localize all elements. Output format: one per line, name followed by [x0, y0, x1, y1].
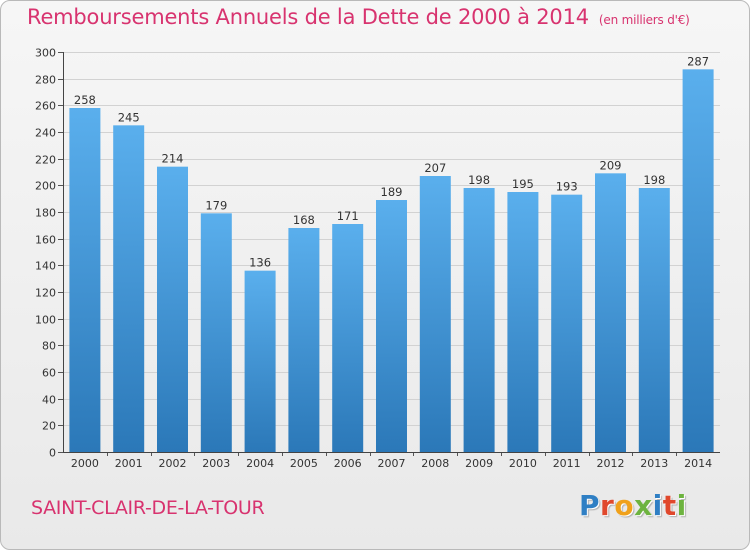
bar-value-label: 198 — [643, 173, 665, 187]
y-tick-label: 0 — [49, 447, 56, 460]
chart-subtitle: (en milliers d'€) — [598, 13, 690, 27]
bars — [69, 69, 714, 453]
x-tick-label: 2005 — [290, 457, 318, 470]
bar-value-label: 179 — [205, 198, 227, 212]
y-tick-label: 160 — [35, 234, 56, 247]
y-tick-label: 20 — [42, 420, 56, 433]
bar-value-label: 287 — [687, 54, 709, 68]
bar — [682, 69, 714, 452]
logo-letter: o — [614, 489, 635, 522]
logo-letter: x — [634, 489, 653, 522]
bar — [332, 224, 364, 452]
y-tick-label: 240 — [35, 127, 56, 140]
logo-letter: P — [579, 489, 601, 522]
x-tick-label: 2001 — [115, 457, 143, 470]
y-tick-label: 60 — [42, 367, 56, 380]
x-tick-label: 2011 — [553, 457, 581, 470]
bar-value-label: 193 — [556, 180, 578, 194]
x-tick-label: 2004 — [246, 457, 274, 470]
bar-value-label: 245 — [118, 110, 140, 124]
x-tick-label: 2012 — [597, 457, 625, 470]
bar-value-label: 258 — [74, 93, 96, 107]
bar — [551, 194, 583, 452]
bar-value-label: 214 — [162, 152, 184, 166]
bar — [288, 228, 320, 452]
y-tick-label: 220 — [35, 154, 56, 167]
bar-value-label: 207 — [424, 161, 446, 175]
x-tick-label: 2006 — [334, 457, 362, 470]
commune-name: SAINT-CLAIR-DE-LA-TOUR — [31, 497, 265, 519]
x-tick-label: 2008 — [421, 457, 449, 470]
x-tick-label: 2003 — [202, 457, 230, 470]
y-tick-label: 120 — [35, 287, 56, 300]
x-tick-label: 2010 — [509, 457, 537, 470]
y-tick-label: 100 — [35, 314, 56, 327]
y-tick-label: 260 — [35, 100, 56, 113]
x-tick-label: 2009 — [465, 457, 493, 470]
bar-value-label: 136 — [249, 256, 271, 270]
data-labels: 258 245 214 179 136 168 171 189 207 198 195 193 209 1… — [74, 54, 709, 269]
logo-letter: i — [652, 489, 663, 522]
bar — [200, 213, 232, 452]
bar — [507, 192, 539, 452]
logo-letter: i — [676, 489, 687, 522]
y-tick-label: 40 — [42, 394, 56, 407]
bar — [419, 176, 451, 452]
bar-value-label: 209 — [600, 158, 622, 172]
bar — [638, 188, 670, 452]
axes: 0 20 40 60 80 100 120 140 160 180 200 220 240 260 280 3… — [35, 47, 720, 470]
bar — [244, 270, 276, 452]
x-tick-label: 2013 — [640, 457, 668, 470]
x-tick-label: 2000 — [71, 457, 99, 470]
title-text: Remboursements Annuels de la Dette de 20… — [27, 5, 589, 29]
chart-title: Remboursements Annuels de la Dette de 20… — [27, 5, 690, 35]
bar-value-label: 189 — [381, 185, 403, 199]
bar — [463, 188, 495, 452]
y-tick-label: 280 — [35, 74, 56, 87]
bar — [69, 108, 101, 452]
y-tick-label: 300 — [35, 47, 56, 60]
bar — [113, 125, 145, 452]
bar-value-label: 195 — [512, 177, 534, 191]
bar-value-label: 171 — [337, 209, 359, 223]
x-tick-label: 2014 — [684, 457, 712, 470]
bar-value-label: 198 — [468, 173, 490, 187]
x-tick-label: 2002 — [159, 457, 187, 470]
y-tick-label: 180 — [35, 207, 56, 220]
x-tick-label: 2007 — [378, 457, 406, 470]
bar — [157, 166, 188, 452]
y-tick-label: 200 — [35, 180, 56, 193]
bar — [595, 173, 626, 453]
y-tick-label: 140 — [35, 260, 56, 273]
bar-value-label: 168 — [293, 213, 315, 227]
y-tick-label: 80 — [42, 340, 56, 353]
logo-letter: t — [662, 489, 677, 522]
logo-letter: r — [600, 489, 615, 522]
bar — [376, 200, 407, 452]
proxiti-logo: Proxiti — [579, 489, 687, 522]
